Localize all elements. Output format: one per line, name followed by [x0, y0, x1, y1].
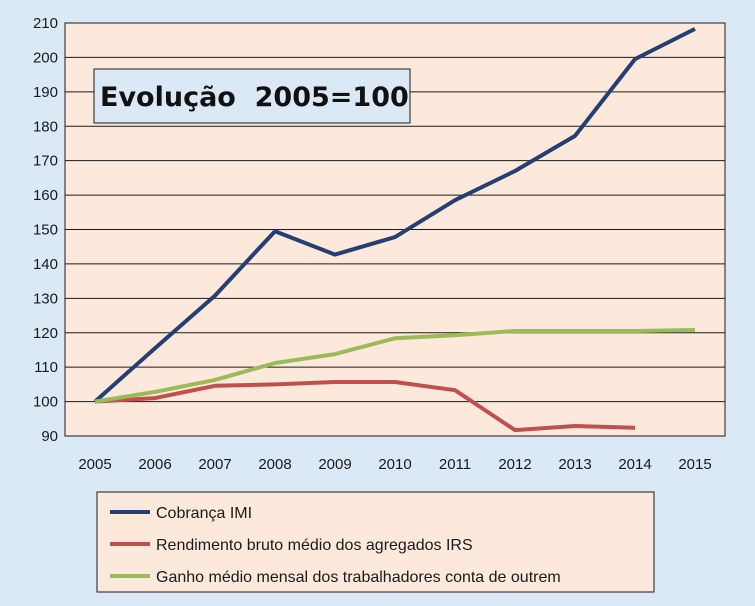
x-tick-label: 2010	[378, 456, 411, 473]
chart-title: Evolução 2005=100	[100, 82, 409, 113]
y-tick-label: 130	[33, 290, 58, 307]
x-tick-label: 2007	[198, 456, 231, 473]
x-tick-label: 2009	[318, 456, 351, 473]
y-tick-label: 120	[33, 325, 58, 342]
x-tick-label: 2006	[138, 456, 171, 473]
y-tick-label: 170	[33, 153, 58, 170]
series-line-2	[94, 380, 636, 433]
y-tick-label: 160	[33, 187, 58, 204]
x-tick-label: 2014	[618, 456, 651, 473]
x-tick-label: 2005	[78, 456, 111, 473]
x-tick-label: 2008	[258, 456, 291, 473]
series-lines	[93, 27, 696, 433]
y-tick-label: 140	[33, 256, 58, 273]
series-line-3	[94, 328, 696, 404]
x-axis: 2005 2006 2007 2008 2009 2010 2011 2012 2013 2014…	[78, 456, 711, 473]
legend-label: Ganho médio mensal dos trabalhadores con…	[156, 569, 561, 586]
legend-label: Rendimento bruto médio dos agregados IRS	[156, 537, 473, 554]
x-tick-label: 2011	[439, 456, 471, 473]
y-tick-label: 110	[34, 359, 58, 376]
y-axis: 90 100 110 120 130 140 150 160 170 180 190 200 210	[33, 15, 58, 445]
plot-border	[64, 22, 726, 437]
y-tick-label: 90	[41, 428, 58, 445]
y-tick-label: 180	[33, 118, 58, 135]
legend-label: Cobrança IMI	[156, 505, 252, 522]
x-tick-label: 2012	[498, 456, 531, 473]
y-tick-label: 150	[33, 222, 58, 239]
y-tick-label: 210	[33, 15, 58, 32]
y-tick-label: 100	[33, 394, 58, 411]
series-line-1	[93, 27, 696, 404]
x-tick-label: 2015	[678, 456, 711, 473]
y-tick-label: 190	[33, 84, 58, 101]
y-tick-label: 200	[33, 49, 58, 66]
legend: Cobrança IMI Rendimento bruto médio dos a…	[96, 491, 655, 593]
x-tick-label: 2013	[558, 456, 591, 473]
chart-title-box: Evolução 2005=100	[93, 68, 411, 124]
